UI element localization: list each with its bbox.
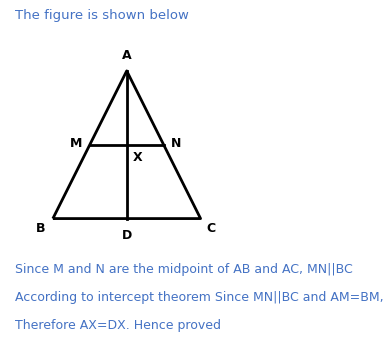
- Text: B: B: [36, 222, 45, 234]
- Text: A: A: [122, 49, 132, 62]
- Text: C: C: [207, 222, 215, 234]
- Text: The figure is shown below: The figure is shown below: [15, 9, 189, 22]
- Text: According to intercept theorem Since MN||BC and AM=BM,: According to intercept theorem Since MN|…: [15, 291, 384, 304]
- Text: N: N: [171, 137, 181, 150]
- Text: Therefore AX=DX. Hence proved: Therefore AX=DX. Hence proved: [15, 319, 221, 333]
- Text: X: X: [132, 151, 142, 164]
- Text: Since M and N are the midpoint of AB and AC, MN||BC: Since M and N are the midpoint of AB and…: [15, 263, 353, 276]
- Text: D: D: [122, 229, 132, 242]
- Text: M: M: [70, 137, 83, 150]
